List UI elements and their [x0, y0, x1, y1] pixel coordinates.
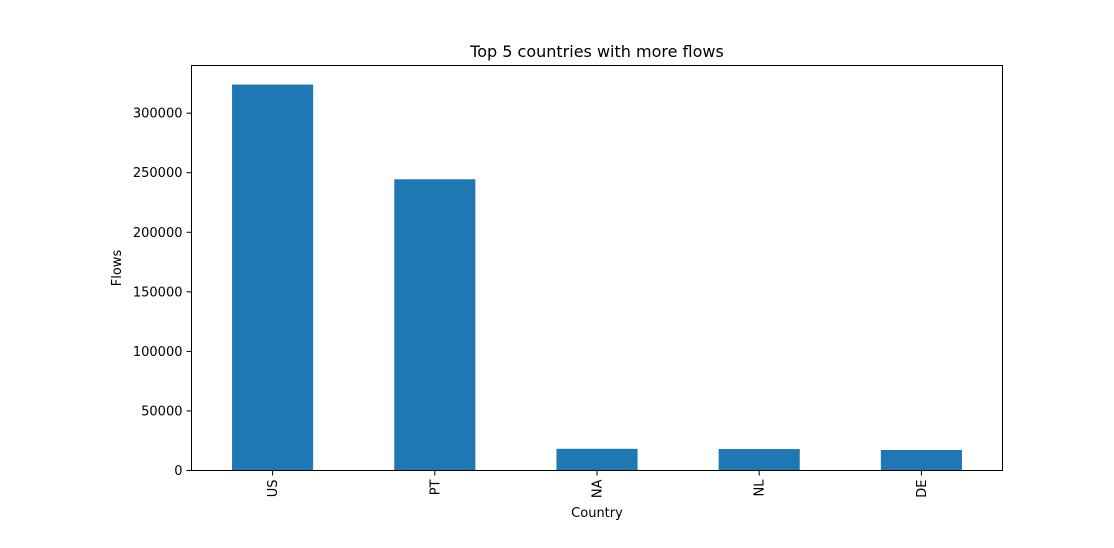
x-axis-ticks: US PT NA NL DE [266, 470, 930, 498]
y-tick-label: 250000 [133, 166, 183, 181]
bar-pt [394, 179, 476, 471]
x-axis-label: Country [571, 506, 623, 521]
x-tick-label-na: NA [591, 479, 606, 498]
y-axis-ticks: 0 50000 100000 150000 200000 250000 300000 [133, 107, 192, 479]
bar-de [880, 450, 962, 471]
x-tick-label-de: DE [915, 480, 930, 498]
chart-title: Top 5 countries with more flows [469, 42, 724, 61]
y-tick-label: 200000 [133, 226, 183, 241]
bars [232, 84, 962, 471]
bar-us [232, 84, 314, 471]
bar-nl [718, 449, 800, 471]
y-tick-label: 100000 [133, 345, 183, 360]
y-axis-label: Flows [110, 250, 125, 287]
bar-na [556, 448, 638, 471]
y-tick-label: 50000 [141, 404, 182, 419]
y-tick-label: 0 [174, 464, 182, 479]
x-tick-label-pt: PT [428, 479, 443, 495]
x-tick-label-us: US [266, 480, 281, 498]
y-tick-label: 150000 [133, 285, 183, 300]
plot-frame [191, 65, 1003, 471]
x-tick-label-nl: NL [753, 479, 768, 497]
y-tick-label: 300000 [133, 107, 183, 122]
